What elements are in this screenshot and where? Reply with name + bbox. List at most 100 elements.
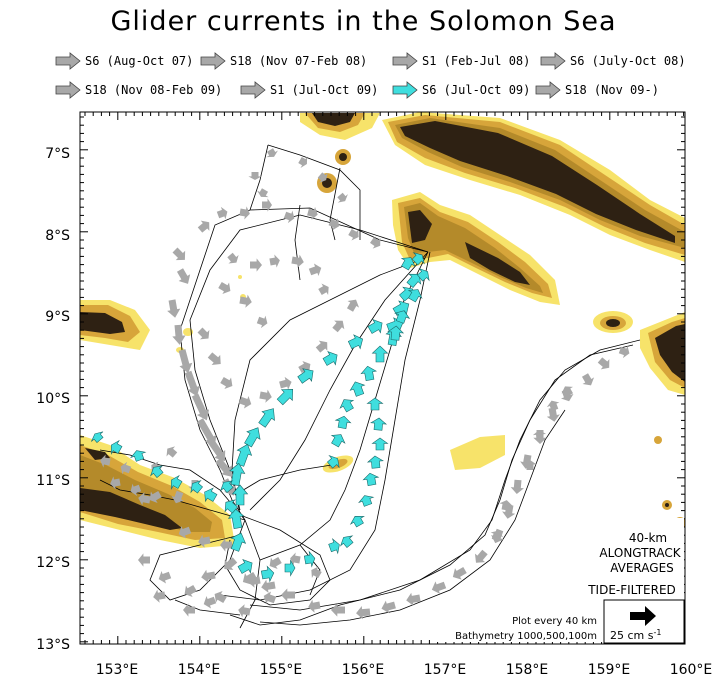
glider-tracks <box>99 144 641 629</box>
current-arrow <box>239 206 250 220</box>
current-arrow <box>178 349 193 374</box>
huon-peninsula <box>392 192 560 305</box>
current-arrow <box>248 172 262 180</box>
current-arrow <box>546 400 560 412</box>
current-arrow <box>331 603 345 617</box>
current-arrow <box>190 479 203 494</box>
current-arrow <box>204 487 218 503</box>
cyan-current-arrows <box>91 252 430 583</box>
current-arrow <box>284 559 296 577</box>
current-arrow <box>261 579 276 593</box>
current-arrow <box>171 490 184 504</box>
current-arrow <box>260 565 275 583</box>
current-arrow <box>532 430 547 441</box>
current-arrow <box>327 454 340 469</box>
legend-label: S18 (Nov 07-Feb 08) <box>230 54 368 68</box>
legend-arrow-icon <box>540 52 566 70</box>
legend-item: S6 (Jul-Oct 09) <box>392 81 530 99</box>
legend-label: S6 (July-Oct 08) <box>570 54 686 68</box>
legend-label: S6 (Jul-Oct 09) <box>422 83 531 97</box>
current-arrow <box>546 407 560 422</box>
current-arrow <box>370 417 388 431</box>
current-arrow <box>367 318 383 334</box>
latitude-label: 9°S <box>45 309 70 325</box>
current-arrow <box>308 599 321 613</box>
current-arrow <box>227 252 239 264</box>
current-arrow <box>318 283 329 296</box>
current-arrow <box>238 396 252 409</box>
current-arrow <box>207 352 221 366</box>
current-arrow <box>597 357 610 370</box>
current-arrow <box>290 552 301 566</box>
current-arrow <box>153 589 166 603</box>
current-arrow <box>339 535 354 548</box>
current-arrow <box>138 553 150 567</box>
scale-line-2: Bathymetry 1000,500,100m <box>455 631 597 642</box>
current-arrow <box>214 590 227 604</box>
legend-item: S18 (Nov 09-) <box>535 81 659 99</box>
legend-label: S6 (Aug-Oct 07) <box>85 54 194 68</box>
latitude-labels: 7°S 8°S 9°S 10°S 11°S 12°S 13°S <box>36 146 70 653</box>
current-arrow <box>362 472 380 487</box>
current-arrow <box>369 237 381 249</box>
legend-item: S18 (Nov 08-Feb 09) <box>55 81 222 99</box>
legend-arrow-icon <box>55 52 81 70</box>
current-arrow <box>339 399 355 413</box>
current-arrow <box>381 600 396 614</box>
latitude-label: 13°S <box>36 637 70 653</box>
new-britain-island <box>300 112 685 262</box>
current-arrow <box>176 268 191 284</box>
current-arrow <box>347 334 364 350</box>
current-arrow <box>110 476 121 490</box>
current-arrow <box>303 550 316 568</box>
small-islands-east <box>593 311 685 529</box>
legend-item: S18 (Nov 07-Feb 08) <box>200 52 367 70</box>
current-arrow <box>262 198 272 212</box>
current-arrow <box>224 499 238 514</box>
legend-arrow-icon <box>200 52 226 70</box>
legend-arrow-icon <box>535 81 561 99</box>
info-line-2: ALONGTRACK <box>599 546 681 560</box>
current-arrow <box>130 450 147 462</box>
current-arrow <box>197 220 210 233</box>
current-arrow <box>111 439 123 455</box>
current-arrow <box>229 462 246 487</box>
longitude-label: 155°E <box>260 662 303 678</box>
current-arrow <box>250 258 262 272</box>
current-arrow <box>406 592 421 606</box>
current-arrow <box>216 206 228 220</box>
current-arrow <box>298 156 308 168</box>
current-arrow <box>256 315 268 329</box>
current-arrow <box>167 299 181 318</box>
current-arrow <box>337 192 348 203</box>
legend-label: S18 (Nov 08-Feb 09) <box>85 83 223 97</box>
current-arrow <box>215 457 233 477</box>
current-arrow <box>360 365 378 382</box>
current-arrow <box>322 350 338 366</box>
longitude-labels: 153°E 154°E 155°E 156°E 157°E 158°E 159°E 160°E <box>96 662 713 678</box>
current-arrow <box>158 571 172 584</box>
current-arrow <box>499 500 513 511</box>
latitude-label: 12°S <box>36 555 70 571</box>
legend-arrow-icon <box>240 81 266 99</box>
current-arrow <box>183 603 195 617</box>
current-arrow <box>394 310 411 324</box>
current-arrow <box>266 148 278 158</box>
current-arrow <box>346 299 360 312</box>
current-arrow <box>407 289 423 303</box>
current-arrow <box>279 376 292 390</box>
latitude-label: 8°S <box>45 228 70 244</box>
current-arrow <box>197 327 210 340</box>
current-arrow <box>281 588 295 602</box>
current-arrow <box>387 325 405 341</box>
legend-arrow-icon <box>55 81 81 99</box>
info-line-3: AVERAGES <box>610 561 674 575</box>
legend-arrow-icon <box>392 52 418 70</box>
current-arrow <box>317 172 328 183</box>
current-arrow <box>561 386 574 397</box>
current-arrow <box>237 558 253 574</box>
current-arrow <box>130 483 142 497</box>
current-arrow <box>138 492 151 506</box>
current-arrow <box>172 247 186 261</box>
current-arrow <box>238 604 251 618</box>
